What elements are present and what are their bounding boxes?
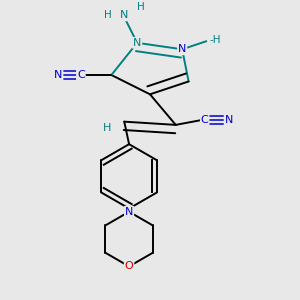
Text: C: C — [77, 70, 85, 80]
Text: H: H — [103, 11, 111, 20]
Text: H: H — [137, 2, 145, 12]
Text: H: H — [103, 123, 111, 133]
Text: -H: -H — [209, 34, 221, 45]
Text: N: N — [54, 70, 62, 80]
Text: N: N — [225, 115, 233, 125]
Text: N: N — [178, 44, 186, 54]
Text: N: N — [125, 207, 133, 217]
Text: N: N — [133, 38, 141, 48]
Text: O: O — [125, 261, 134, 272]
Text: C: C — [201, 115, 208, 125]
Text: N: N — [120, 11, 128, 20]
